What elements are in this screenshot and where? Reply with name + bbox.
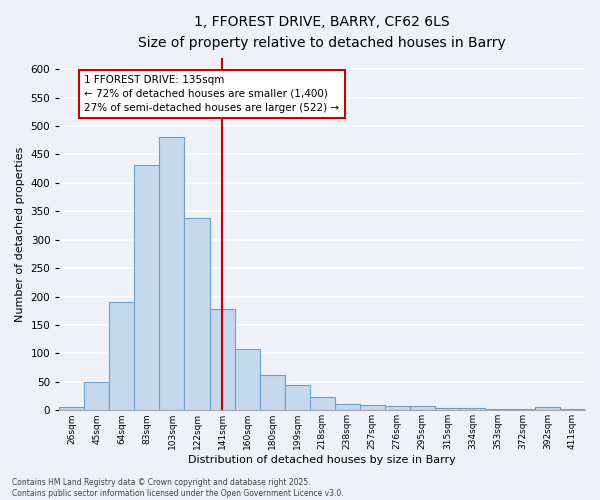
- Bar: [560, 409, 585, 410]
- Bar: [485, 409, 510, 410]
- Bar: [335, 404, 360, 410]
- Bar: [310, 397, 335, 410]
- Bar: [134, 164, 160, 410]
- Bar: [535, 407, 560, 410]
- Title: 1, FFOREST DRIVE, BARRY, CF62 6LS
Size of property relative to detached houses i: 1, FFOREST DRIVE, BARRY, CF62 6LS Size o…: [138, 15, 506, 50]
- Bar: [235, 349, 260, 410]
- Bar: [260, 375, 284, 410]
- Bar: [109, 302, 134, 410]
- Bar: [284, 386, 310, 410]
- Bar: [460, 408, 485, 410]
- Bar: [385, 406, 410, 410]
- Y-axis label: Number of detached properties: Number of detached properties: [15, 146, 25, 322]
- Text: 1 FFOREST DRIVE: 135sqm
← 72% of detached houses are smaller (1,400)
27% of semi: 1 FFOREST DRIVE: 135sqm ← 72% of detache…: [85, 75, 340, 113]
- Bar: [209, 309, 235, 410]
- Bar: [360, 404, 385, 410]
- Bar: [59, 408, 85, 410]
- Bar: [160, 138, 184, 410]
- Bar: [85, 382, 109, 410]
- Bar: [410, 406, 435, 410]
- Bar: [510, 409, 535, 410]
- Bar: [435, 408, 460, 410]
- Text: Contains HM Land Registry data © Crown copyright and database right 2025.
Contai: Contains HM Land Registry data © Crown c…: [12, 478, 344, 498]
- X-axis label: Distribution of detached houses by size in Barry: Distribution of detached houses by size …: [188, 455, 456, 465]
- Bar: [184, 218, 209, 410]
